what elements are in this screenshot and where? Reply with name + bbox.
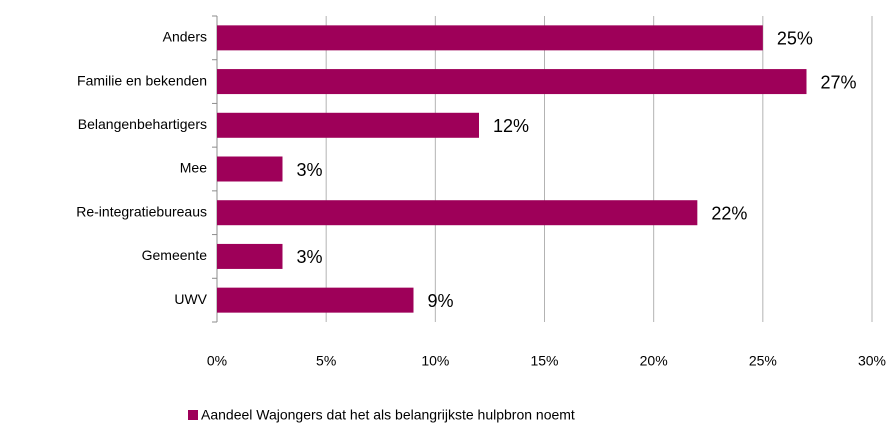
value-label: 25% <box>777 29 813 49</box>
value-label: 3% <box>297 160 323 180</box>
x-tick-label: 10% <box>421 353 449 369</box>
bar <box>217 25 763 51</box>
value-label: 9% <box>428 291 454 311</box>
bar <box>217 156 283 182</box>
value-label: 27% <box>821 72 857 92</box>
y-tick-label: UWV <box>174 291 207 307</box>
y-tick-label: Belangenbehartigers <box>78 116 207 132</box>
legend-swatch <box>188 410 198 420</box>
bar <box>217 112 479 138</box>
value-label: 22% <box>711 203 747 223</box>
x-tick-label: 20% <box>640 353 668 369</box>
y-tick-label: Re-integratiebureaus <box>76 203 207 219</box>
bar <box>217 200 698 226</box>
x-tick-label: 5% <box>316 353 336 369</box>
x-tick-label: 25% <box>749 353 777 369</box>
bar <box>217 243 283 269</box>
value-label: 3% <box>297 247 323 267</box>
x-tick-label: 30% <box>858 353 886 369</box>
bar <box>217 287 414 313</box>
value-label: 12% <box>493 116 529 136</box>
bar <box>217 69 807 95</box>
x-tick-label: 15% <box>530 353 558 369</box>
legend-label: Aandeel Wajongers dat het als belangrijk… <box>201 407 575 423</box>
y-tick-label: Gemeente <box>142 247 208 263</box>
y-tick-label: Familie en bekenden <box>77 72 207 88</box>
x-tick-label: 0% <box>207 353 227 369</box>
y-tick-label: Anders <box>163 29 207 45</box>
y-tick-label: Mee <box>180 160 207 176</box>
